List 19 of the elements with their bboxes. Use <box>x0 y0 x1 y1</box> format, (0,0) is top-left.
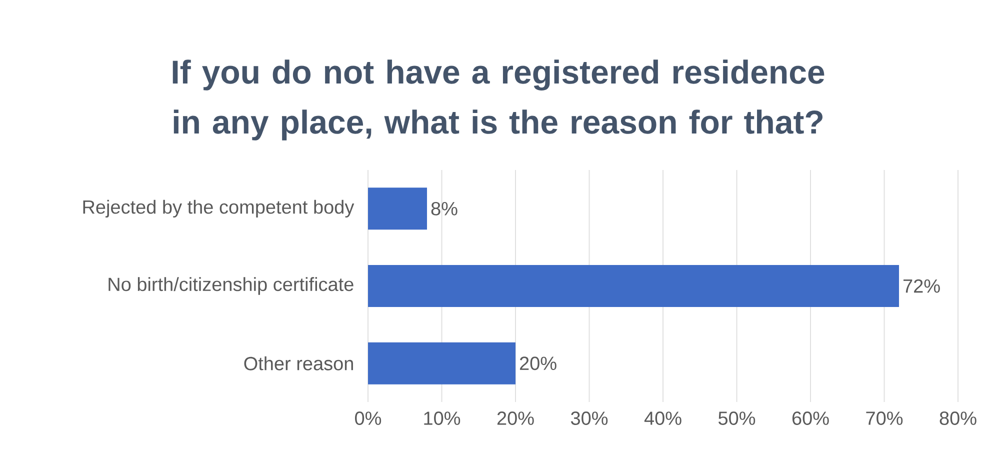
bar <box>368 342 516 384</box>
bar <box>368 265 900 308</box>
x-tick-label: 20% <box>497 412 534 425</box>
chart-title: If you do not have a registered residence in any place, what is the reason for that? <box>172 60 824 140</box>
x-tick-label: 30% <box>570 412 608 425</box>
x-tick-label: 70% <box>866 412 903 425</box>
data-label: 72% <box>903 279 940 293</box>
x-tick-label: 40% <box>644 412 682 425</box>
data-label: 20% <box>520 356 556 370</box>
y-tick-label: No birth/citizenship certificate <box>108 277 354 295</box>
x-tick-label: 10% <box>424 412 460 425</box>
x-tick-label: 50% <box>718 412 756 425</box>
x-tick-label: 0% <box>355 412 382 425</box>
data-label: 8% <box>431 202 458 216</box>
x-tick-label: 80% <box>940 412 976 425</box>
bar <box>368 188 427 230</box>
x-tick-label: 60% <box>792 412 829 425</box>
y-tick-label: Other reason <box>244 356 353 370</box>
y-tick-label: Rejected by the competent body <box>83 200 354 218</box>
